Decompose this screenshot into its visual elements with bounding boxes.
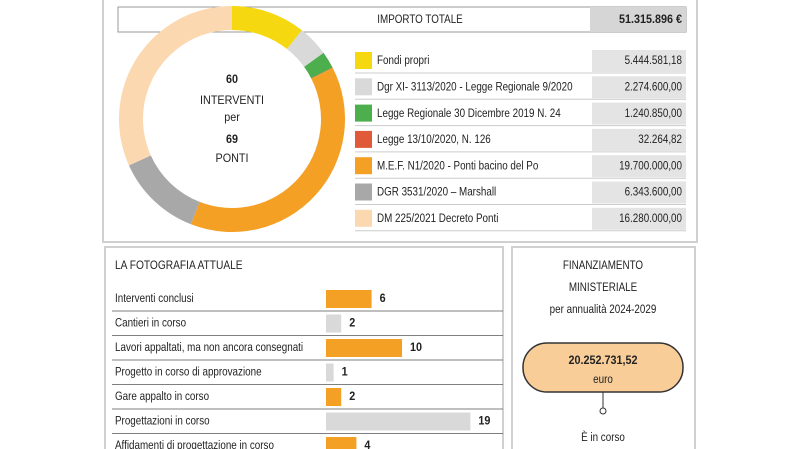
total-label: IMPORTO TOTALE bbox=[377, 13, 462, 26]
legend-value: 2.274.600,00 bbox=[625, 81, 682, 94]
donut-segment bbox=[119, 6, 232, 166]
bar-label: Progettazioni in corso bbox=[115, 415, 210, 428]
bar bbox=[326, 388, 342, 406]
legend-swatch bbox=[355, 209, 372, 227]
bar bbox=[326, 314, 342, 333]
legend-label: Legge Regionale 30 Dicembre 2019 N. 24 bbox=[377, 107, 561, 120]
bar-panel bbox=[104, 246, 504, 449]
legend-swatch bbox=[355, 78, 372, 96]
legend-value: 1.240.850,00 bbox=[625, 107, 682, 120]
legend-value: 16.280.000,00 bbox=[619, 212, 682, 225]
legend-label: Legge 13/10/2020, N. 126 bbox=[377, 133, 491, 146]
funding-subtitle: per annualità 2024-2029 bbox=[550, 303, 657, 316]
legend-label: Dgr XI- 3113/2020 - Legge Regionale 9/20… bbox=[377, 81, 573, 94]
bar-label: Cantieri in corso bbox=[115, 317, 186, 330]
bar-label: Gare appalto in corso bbox=[115, 390, 209, 403]
legend-label: DGR 3531/2020 – Marshall bbox=[377, 186, 496, 199]
funding-title: FINANZIAMENTO bbox=[563, 259, 643, 272]
bar-value: 4 bbox=[364, 440, 371, 449]
donut-segment bbox=[287, 30, 324, 67]
bar-value: 6 bbox=[380, 293, 386, 306]
bar-value: 2 bbox=[349, 391, 355, 404]
bar bbox=[326, 412, 471, 431]
value-cell bbox=[592, 50, 686, 72]
center-text: 69 bbox=[226, 134, 238, 147]
donut-segment bbox=[232, 6, 302, 50]
legend-swatch bbox=[355, 183, 372, 201]
legend-swatch bbox=[355, 130, 372, 148]
value-cell bbox=[592, 207, 686, 230]
bar-label: Lavori appaltati, ma non ancora consegna… bbox=[115, 341, 303, 354]
value-cell bbox=[592, 76, 686, 99]
center-text: PONTI bbox=[216, 153, 249, 166]
value-cell bbox=[592, 128, 686, 151]
connector-dot bbox=[599, 407, 607, 415]
funding-amount: 20.252.731,52 bbox=[568, 355, 637, 368]
bar bbox=[326, 290, 372, 308]
donut-segment bbox=[304, 52, 333, 79]
total-value-box bbox=[590, 7, 686, 32]
bar-value: 10 bbox=[410, 342, 422, 355]
funding-status: È in corso bbox=[581, 430, 625, 444]
bar-label: Affidamenti di progettazione in corso bbox=[115, 439, 274, 449]
legend-value: 6.343.600,00 bbox=[625, 186, 682, 199]
bar bbox=[326, 339, 402, 357]
bar bbox=[326, 363, 334, 382]
legend-swatch bbox=[355, 52, 372, 69]
center-text: per bbox=[224, 112, 240, 125]
value-cell bbox=[592, 155, 686, 178]
legend-label: DM 225/2021 Decreto Ponti bbox=[377, 212, 498, 225]
legend-label: Fondi propri bbox=[377, 54, 429, 67]
bar-title: LA FOTOGRAFIA ATTUALE bbox=[115, 259, 243, 272]
donut-segment bbox=[190, 67, 345, 233]
legend-value: 19.700.000,00 bbox=[619, 160, 682, 173]
center-text: 60 bbox=[226, 74, 238, 87]
funding-unit: euro bbox=[593, 373, 613, 386]
funding-title: MINISTERIALE bbox=[569, 281, 637, 294]
bar-label: Interventi conclusi bbox=[115, 292, 194, 305]
donut-segment bbox=[128, 155, 200, 225]
bar-label: Progetto in corso di approvazione bbox=[115, 366, 262, 379]
bar bbox=[326, 437, 357, 449]
bar-value: 19 bbox=[478, 415, 490, 428]
legend-value: 5.444.581,18 bbox=[625, 54, 682, 67]
center-text: INTERVENTI bbox=[200, 95, 264, 108]
legend-swatch bbox=[355, 157, 372, 175]
top-panel bbox=[102, 0, 698, 243]
legend-swatch bbox=[355, 104, 372, 122]
total-value: 51.315.896 € bbox=[619, 14, 683, 27]
bar-value: 2 bbox=[349, 317, 355, 330]
value-cell bbox=[592, 102, 686, 125]
funding-panel bbox=[511, 246, 696, 449]
legend-label: M.E.F. N1/2020 - Ponti bacino del Po bbox=[377, 160, 538, 173]
value-cell bbox=[592, 181, 686, 204]
donut-segment bbox=[311, 67, 333, 79]
legend-value: 32.264,82 bbox=[638, 133, 682, 146]
bar-value: 1 bbox=[342, 366, 349, 379]
